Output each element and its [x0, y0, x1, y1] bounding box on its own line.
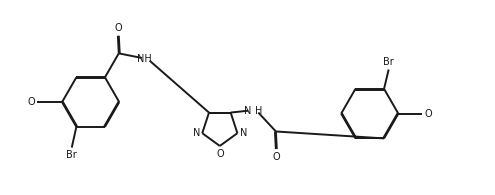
- Text: O: O: [424, 109, 432, 119]
- Text: N: N: [240, 128, 247, 138]
- Text: Br: Br: [66, 150, 77, 160]
- Text: Br: Br: [383, 57, 394, 67]
- Text: NH: NH: [137, 54, 151, 64]
- Text: O: O: [27, 97, 35, 107]
- Text: H: H: [254, 106, 262, 116]
- Text: O: O: [114, 23, 122, 33]
- Text: N: N: [244, 106, 251, 116]
- Text: N: N: [193, 128, 200, 138]
- Text: O: O: [216, 149, 224, 159]
- Text: O: O: [273, 152, 281, 162]
